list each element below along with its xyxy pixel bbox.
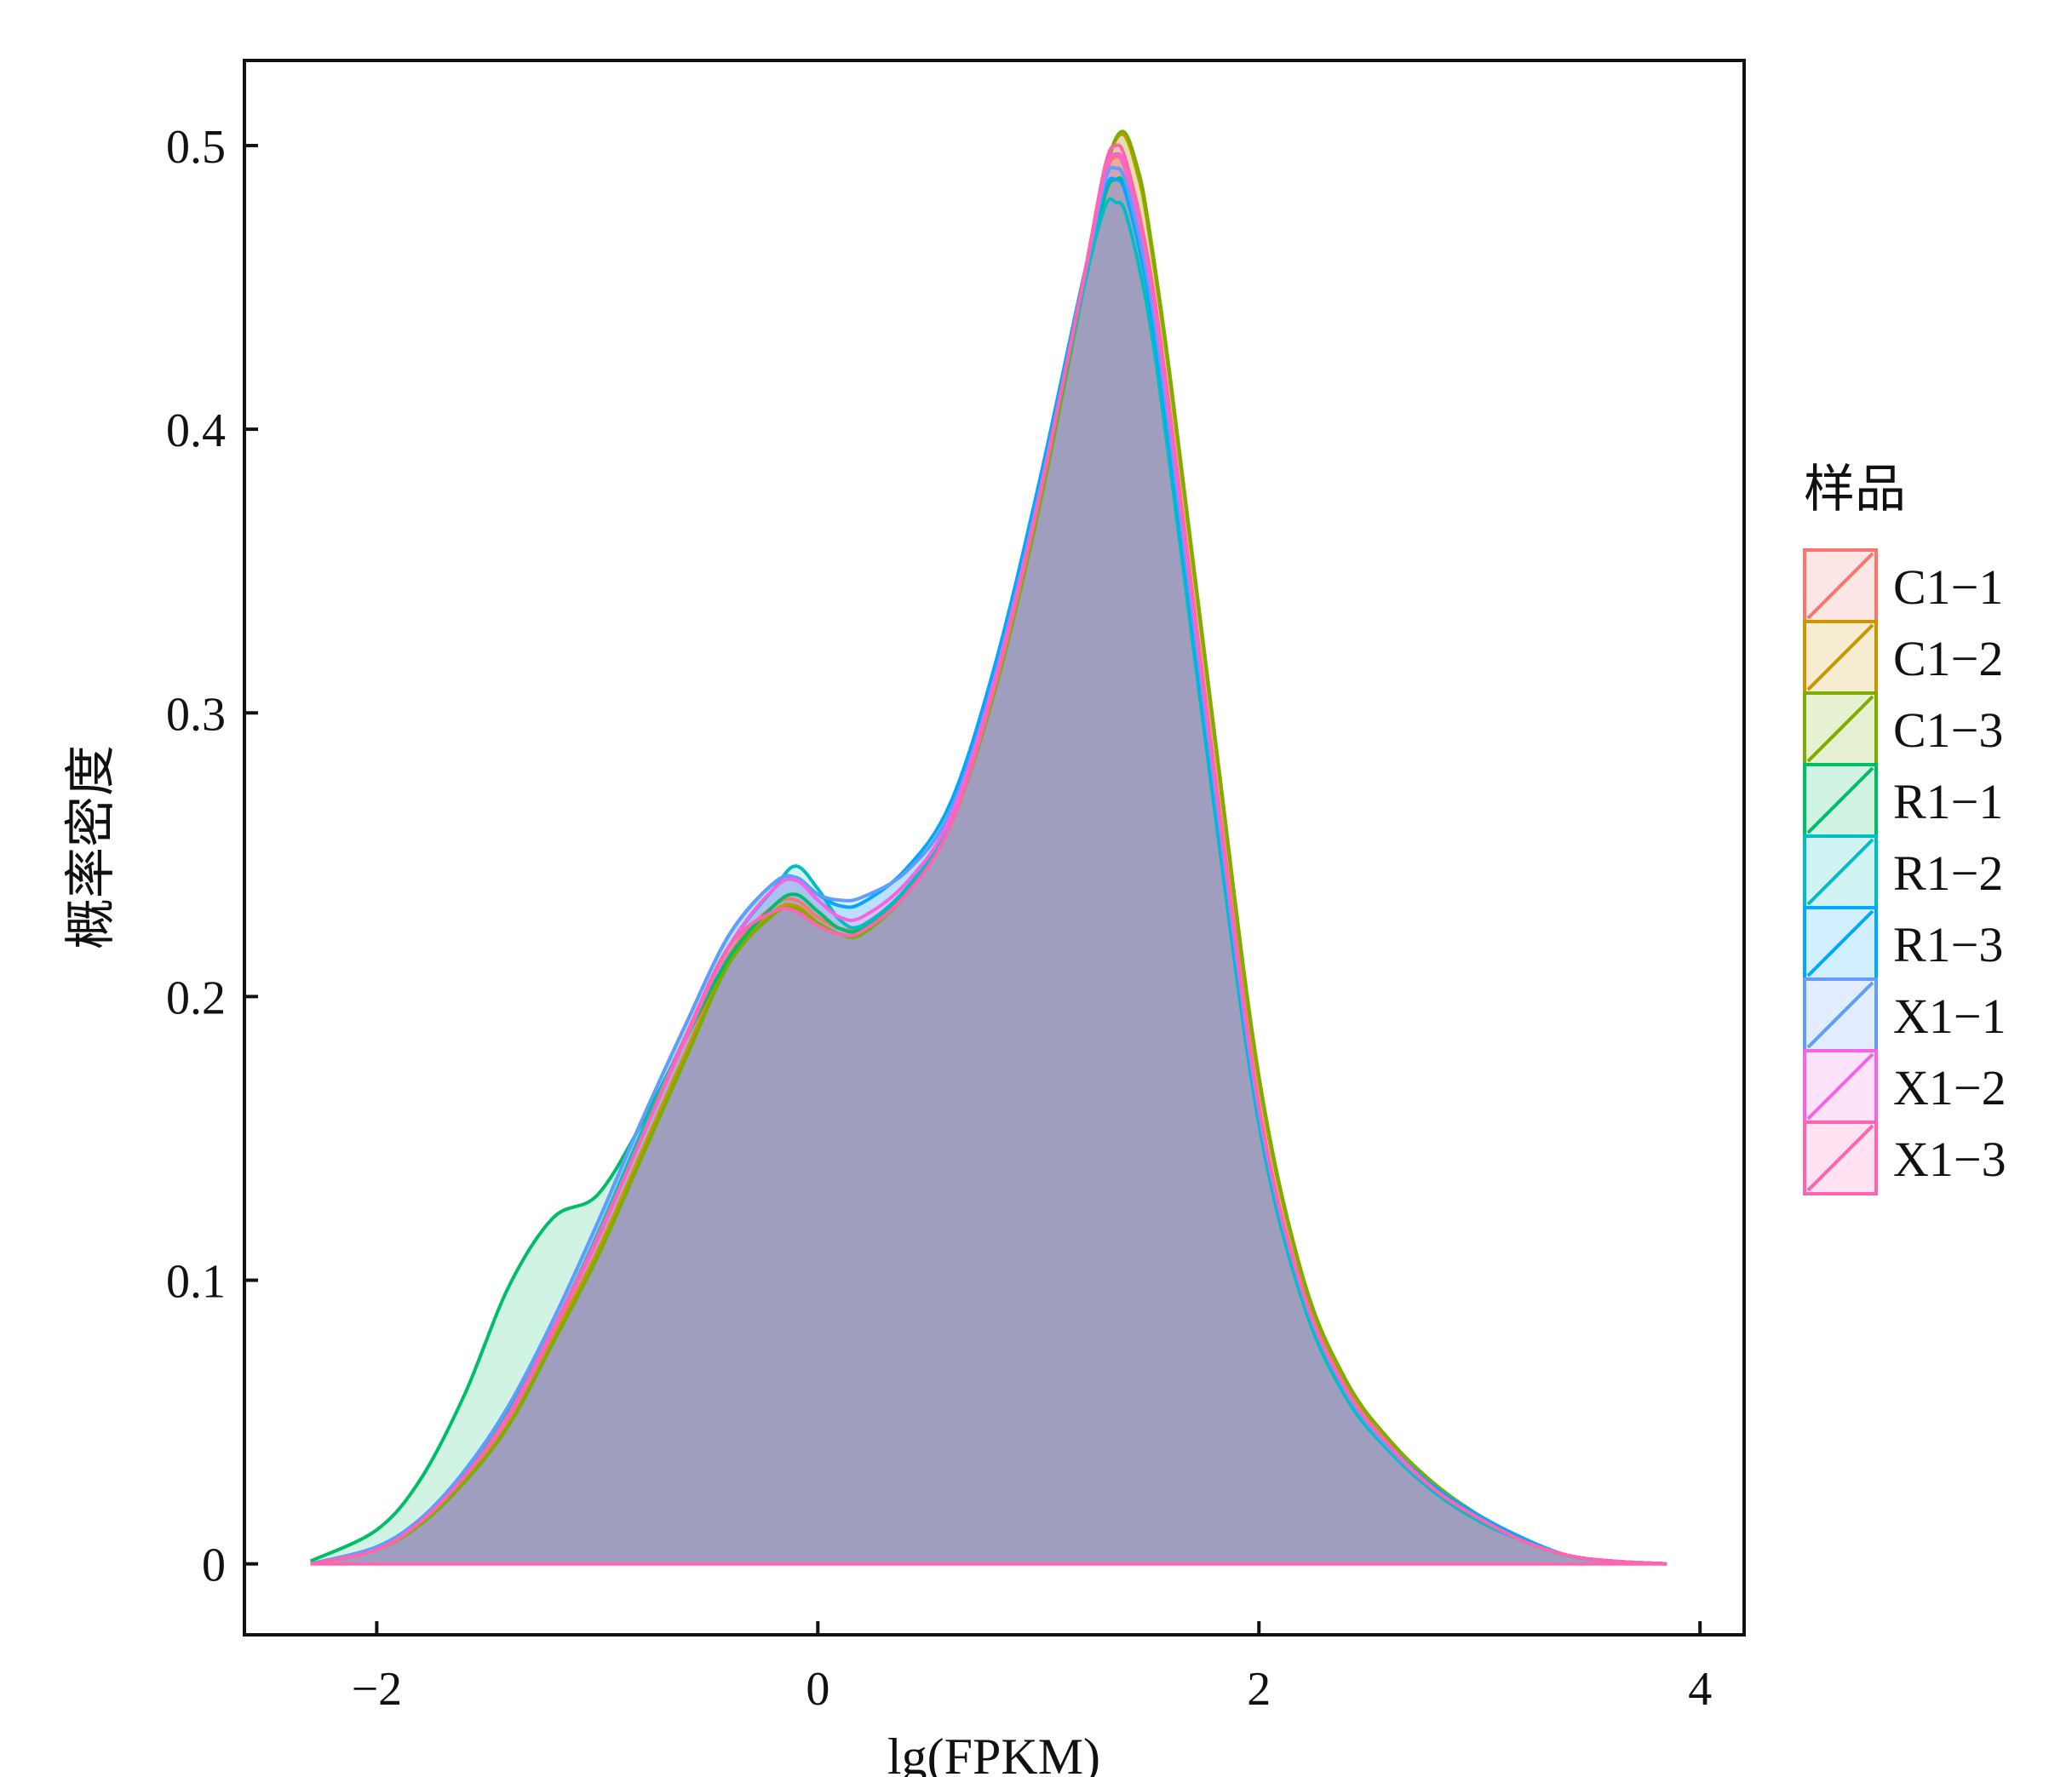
- legend-key-slash: [1806, 623, 1874, 691]
- legend-label: C1−3: [1893, 702, 2003, 758]
- legend-item: C1−3: [1803, 691, 2003, 766]
- legend-item: X1−1: [1803, 977, 2006, 1052]
- x-tick-label: 2: [1247, 1663, 1271, 1716]
- y-tick-label: 0.4: [166, 404, 226, 457]
- plot-frame: [243, 59, 1746, 1637]
- density-line-x1-3: [310, 143, 1667, 1566]
- legend-label: R1−1: [1893, 774, 2003, 829]
- legend-key-slash: [1806, 766, 1874, 834]
- legend-item: X1−3: [1803, 1121, 2006, 1195]
- legend-item: C1−1: [1803, 548, 2003, 623]
- density-area-r1-3: [310, 178, 1667, 1564]
- density-lines: [309, 129, 1667, 1566]
- density-area-x1-2: [310, 153, 1667, 1564]
- legend-label: R1−2: [1893, 846, 2003, 901]
- legend-key-slash: [1806, 1052, 1874, 1121]
- legend-label: X1−3: [1893, 1132, 2006, 1187]
- density-area-c1-3: [310, 131, 1667, 1564]
- density-areas: [310, 131, 1667, 1564]
- legend-key-slash: [1806, 838, 1874, 906]
- legend-label: R1−3: [1893, 917, 2003, 972]
- legend-key-slash: [1806, 552, 1874, 620]
- y-axis-title: 概率密度: [63, 745, 119, 949]
- y-tick-label: 0.2: [166, 972, 226, 1024]
- legend-title: 样品: [1804, 460, 1906, 519]
- legend-key-slash: [1806, 909, 1874, 977]
- x-axis-title: lg(FPKM): [887, 1728, 1100, 1777]
- x-tick-label: 4: [1688, 1663, 1712, 1716]
- legend-label: C1−1: [1893, 559, 2003, 615]
- x-tick-label: −2: [352, 1663, 403, 1716]
- legend-label: C1−2: [1893, 631, 2003, 686]
- density-area-x1-3: [310, 145, 1667, 1564]
- legend-key-slash: [1806, 981, 1874, 1049]
- legend-item: R1−2: [1803, 834, 2003, 909]
- density-area-c1-2: [310, 134, 1667, 1564]
- y-tick-label: 0.3: [166, 688, 226, 741]
- y-tick-label: 0.1: [166, 1256, 226, 1309]
- density-area-c1-1: [310, 156, 1667, 1564]
- density-area-r1-1: [310, 178, 1667, 1564]
- legend-item: X1−2: [1803, 1049, 2006, 1124]
- x-tick-label: 0: [806, 1663, 829, 1716]
- legend: 样品 C1−1 C1−2 C1−3 R1−1 R1−2 R1−3 X1−1 X1−2 X1−3: [1803, 460, 2006, 1195]
- legend-key-slash: [1806, 1124, 1874, 1192]
- axes: −2 0 2 4 0 0.1 0.2 0.3 0.4 0.5: [166, 121, 1712, 1716]
- legend-label: X1−2: [1893, 1060, 2006, 1115]
- legend-key-slash: [1806, 695, 1874, 763]
- legend-item: R1−3: [1803, 906, 2003, 981]
- y-tick-label: 0.5: [166, 121, 226, 174]
- legend-item: C1−2: [1803, 620, 2003, 695]
- density-area-x1-1: [310, 167, 1667, 1564]
- legend-label: X1−1: [1893, 989, 2006, 1044]
- legend-item: R1−1: [1803, 763, 2003, 838]
- density-area-r1-2: [310, 198, 1667, 1564]
- y-tick-label: 0: [202, 1539, 226, 1592]
